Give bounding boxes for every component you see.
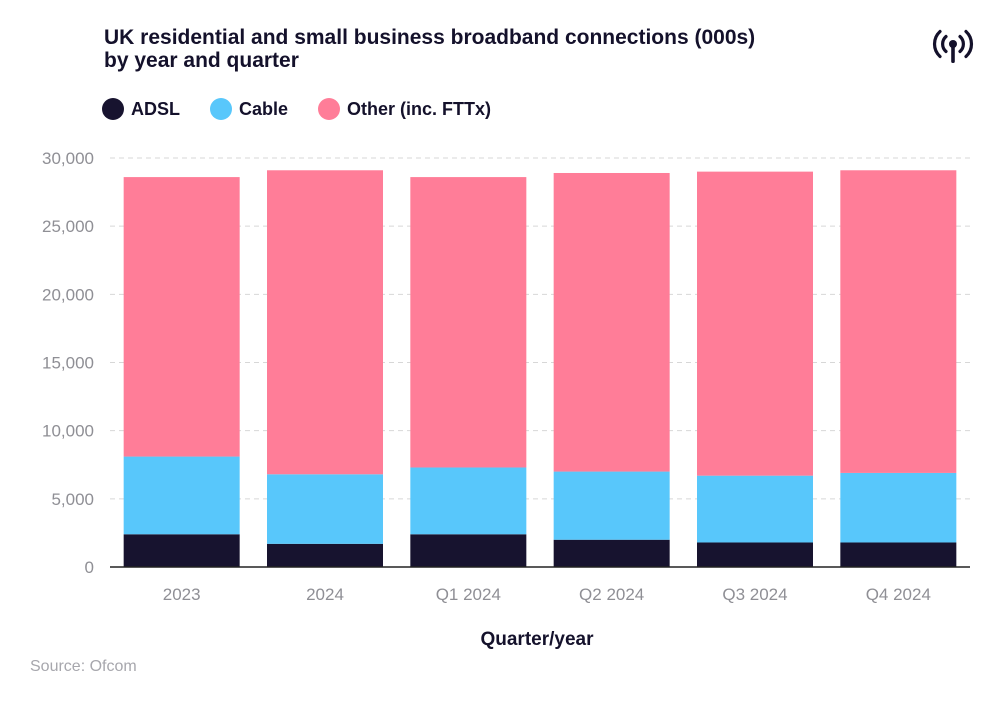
x-tick-label: 2023 [163,585,201,604]
legend-swatch-other [318,98,341,120]
legend-swatch-adsl [102,98,124,120]
y-tick-label: 25,000 [42,217,94,236]
source-note: Source: Ofcom [30,658,137,675]
bar-segment-cable [840,472,957,543]
bar-segment-cable [267,474,383,544]
bar-segment-cable [123,456,240,535]
bar-segment-other [410,177,527,468]
legend-label-other: Other (inc. FTTx) [347,98,492,119]
bar-segment-adsl [267,543,383,567]
y-tick-label: 0 [85,558,94,577]
legend-item-adsl: ADSL [102,98,180,120]
legend-label-adsl: ADSL [131,98,180,119]
bar-segment-adsl [553,539,670,567]
bar-segment-cable [697,475,813,543]
signal-broadcast-icon [932,28,974,66]
chart-legend: ADSL Cable Other (inc. FTTx) [102,96,521,122]
y-tick-label: 5,000 [51,490,94,509]
bar-segment-cable [553,471,670,540]
legend-item-cable: Cable [210,98,288,120]
x-tick-label: Q1 2024 [436,585,501,604]
legend-item-other: Other (inc. FTTx) [318,98,491,120]
bar-segment-adsl [123,534,240,567]
chart-title-line-2: by year and quarter [104,49,299,72]
bar-segment-other [553,172,670,472]
x-tick-label: Q4 2024 [866,585,931,604]
bar-segment-other [840,170,957,473]
bar-segment-adsl [840,542,957,567]
bar-segment-other [123,177,240,457]
bar-segment-adsl [697,542,813,567]
y-tick-label: 15,000 [42,354,94,373]
x-tick-label: Q3 2024 [722,585,787,604]
y-tick-label: 30,000 [42,149,94,168]
y-tick-label: 10,000 [42,422,94,441]
bar-segment-other [267,170,383,475]
chart-title-line-1: UK residential and small business broadb… [104,26,756,49]
legend-swatch-cable [210,98,232,120]
bar-segment-cable [410,467,527,535]
chart-title: UK residential and small business broadb… [104,26,864,72]
x-axis-title: Quarter/year [480,629,594,650]
legend-label-cable: Cable [239,98,289,119]
y-tick-label: 20,000 [42,285,94,304]
bar-segment-adsl [410,534,527,567]
bar-segment-other [697,171,813,476]
x-tick-label: 2024 [306,585,344,604]
x-tick-label: Q2 2024 [579,585,644,604]
